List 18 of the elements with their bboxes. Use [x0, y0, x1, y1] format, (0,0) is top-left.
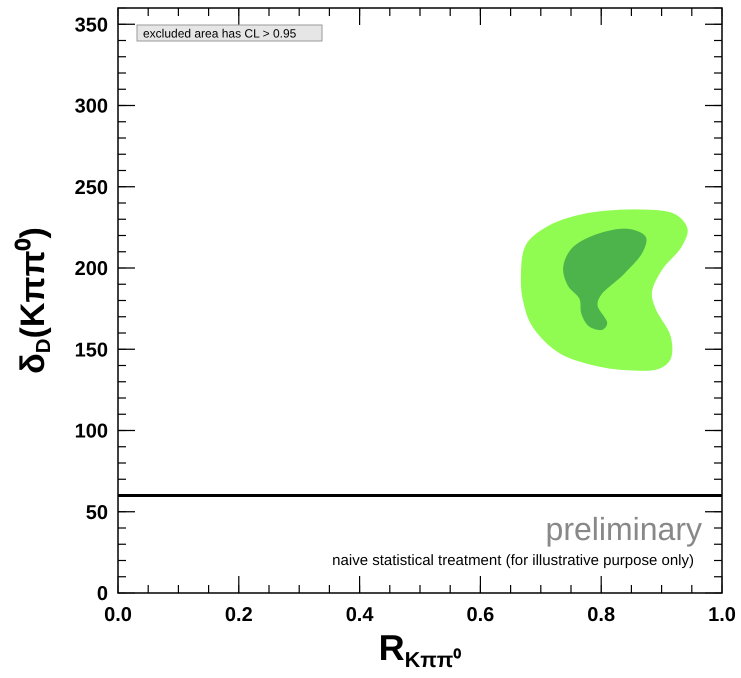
annotation: naive statistical treatment (for illustrative purpose only)	[332, 552, 694, 569]
y-tick-label: 50	[86, 502, 108, 524]
annotation: excluded area has CL > 0.95	[143, 26, 297, 40]
y-tick-label: 300	[74, 96, 108, 118]
x-axis-title: R$_{Kππ⁰}$	[378, 627, 462, 672]
y-tick-label: 0	[96, 583, 108, 605]
y-tick-label: 150	[74, 339, 108, 362]
x-tick-label: 0.2	[224, 604, 253, 626]
y-tick-label: 250	[74, 176, 108, 199]
y-tick-label: 100	[74, 420, 108, 442]
x-tick-label: 1.0	[708, 604, 736, 626]
y-tick-label: 200	[74, 258, 108, 280]
x-tick-label: 0.4	[346, 604, 374, 626]
x-tick-label: 0.0	[104, 604, 132, 626]
y-tick-label: 350	[74, 14, 108, 36]
annotation: preliminary	[546, 511, 702, 547]
x-tick-label: 0.8	[587, 604, 616, 626]
x-tick-label: 0.6	[466, 604, 494, 626]
